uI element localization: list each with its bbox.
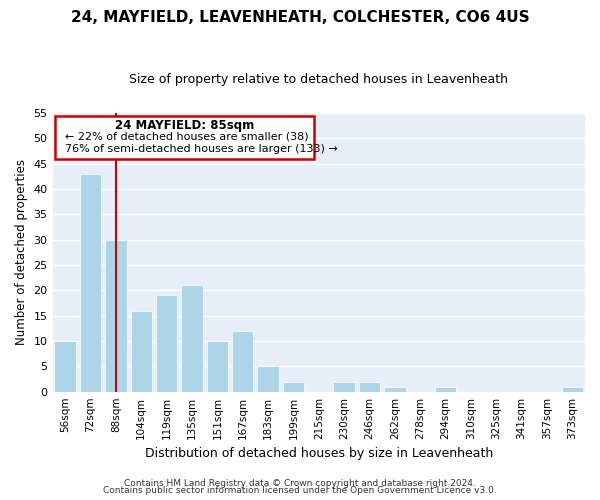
Bar [359,382,380,392]
Text: Contains HM Land Registry data © Crown copyright and database right 2024.: Contains HM Land Registry data © Crown c… [124,478,476,488]
Text: 24 MAYFIELD: 85sqm: 24 MAYFIELD: 85sqm [115,119,254,132]
Text: 24, MAYFIELD, LEAVENHEATH, COLCHESTER, CO6 4US: 24, MAYFIELD, LEAVENHEATH, COLCHESTER, C… [71,10,529,25]
Text: Contains public sector information licensed under the Open Government Licence v3: Contains public sector information licen… [103,486,497,495]
Bar [55,341,76,392]
Text: ← 22% of detached houses are smaller (38): ← 22% of detached houses are smaller (38… [65,132,309,142]
X-axis label: Distribution of detached houses by size in Leavenheath: Distribution of detached houses by size … [145,447,493,460]
Bar [257,366,279,392]
Bar [206,341,228,392]
FancyBboxPatch shape [55,116,314,158]
Bar [283,382,304,392]
Bar [80,174,101,392]
Bar [334,382,355,392]
Title: Size of property relative to detached houses in Leavenheath: Size of property relative to detached ho… [129,72,508,86]
Bar [105,240,127,392]
Y-axis label: Number of detached properties: Number of detached properties [15,160,28,346]
Bar [435,386,457,392]
Bar [562,386,583,392]
Bar [181,286,203,392]
Bar [232,331,253,392]
Bar [384,386,406,392]
Bar [131,310,152,392]
Bar [156,296,178,392]
Text: 76% of semi-detached houses are larger (133) →: 76% of semi-detached houses are larger (… [65,144,338,154]
